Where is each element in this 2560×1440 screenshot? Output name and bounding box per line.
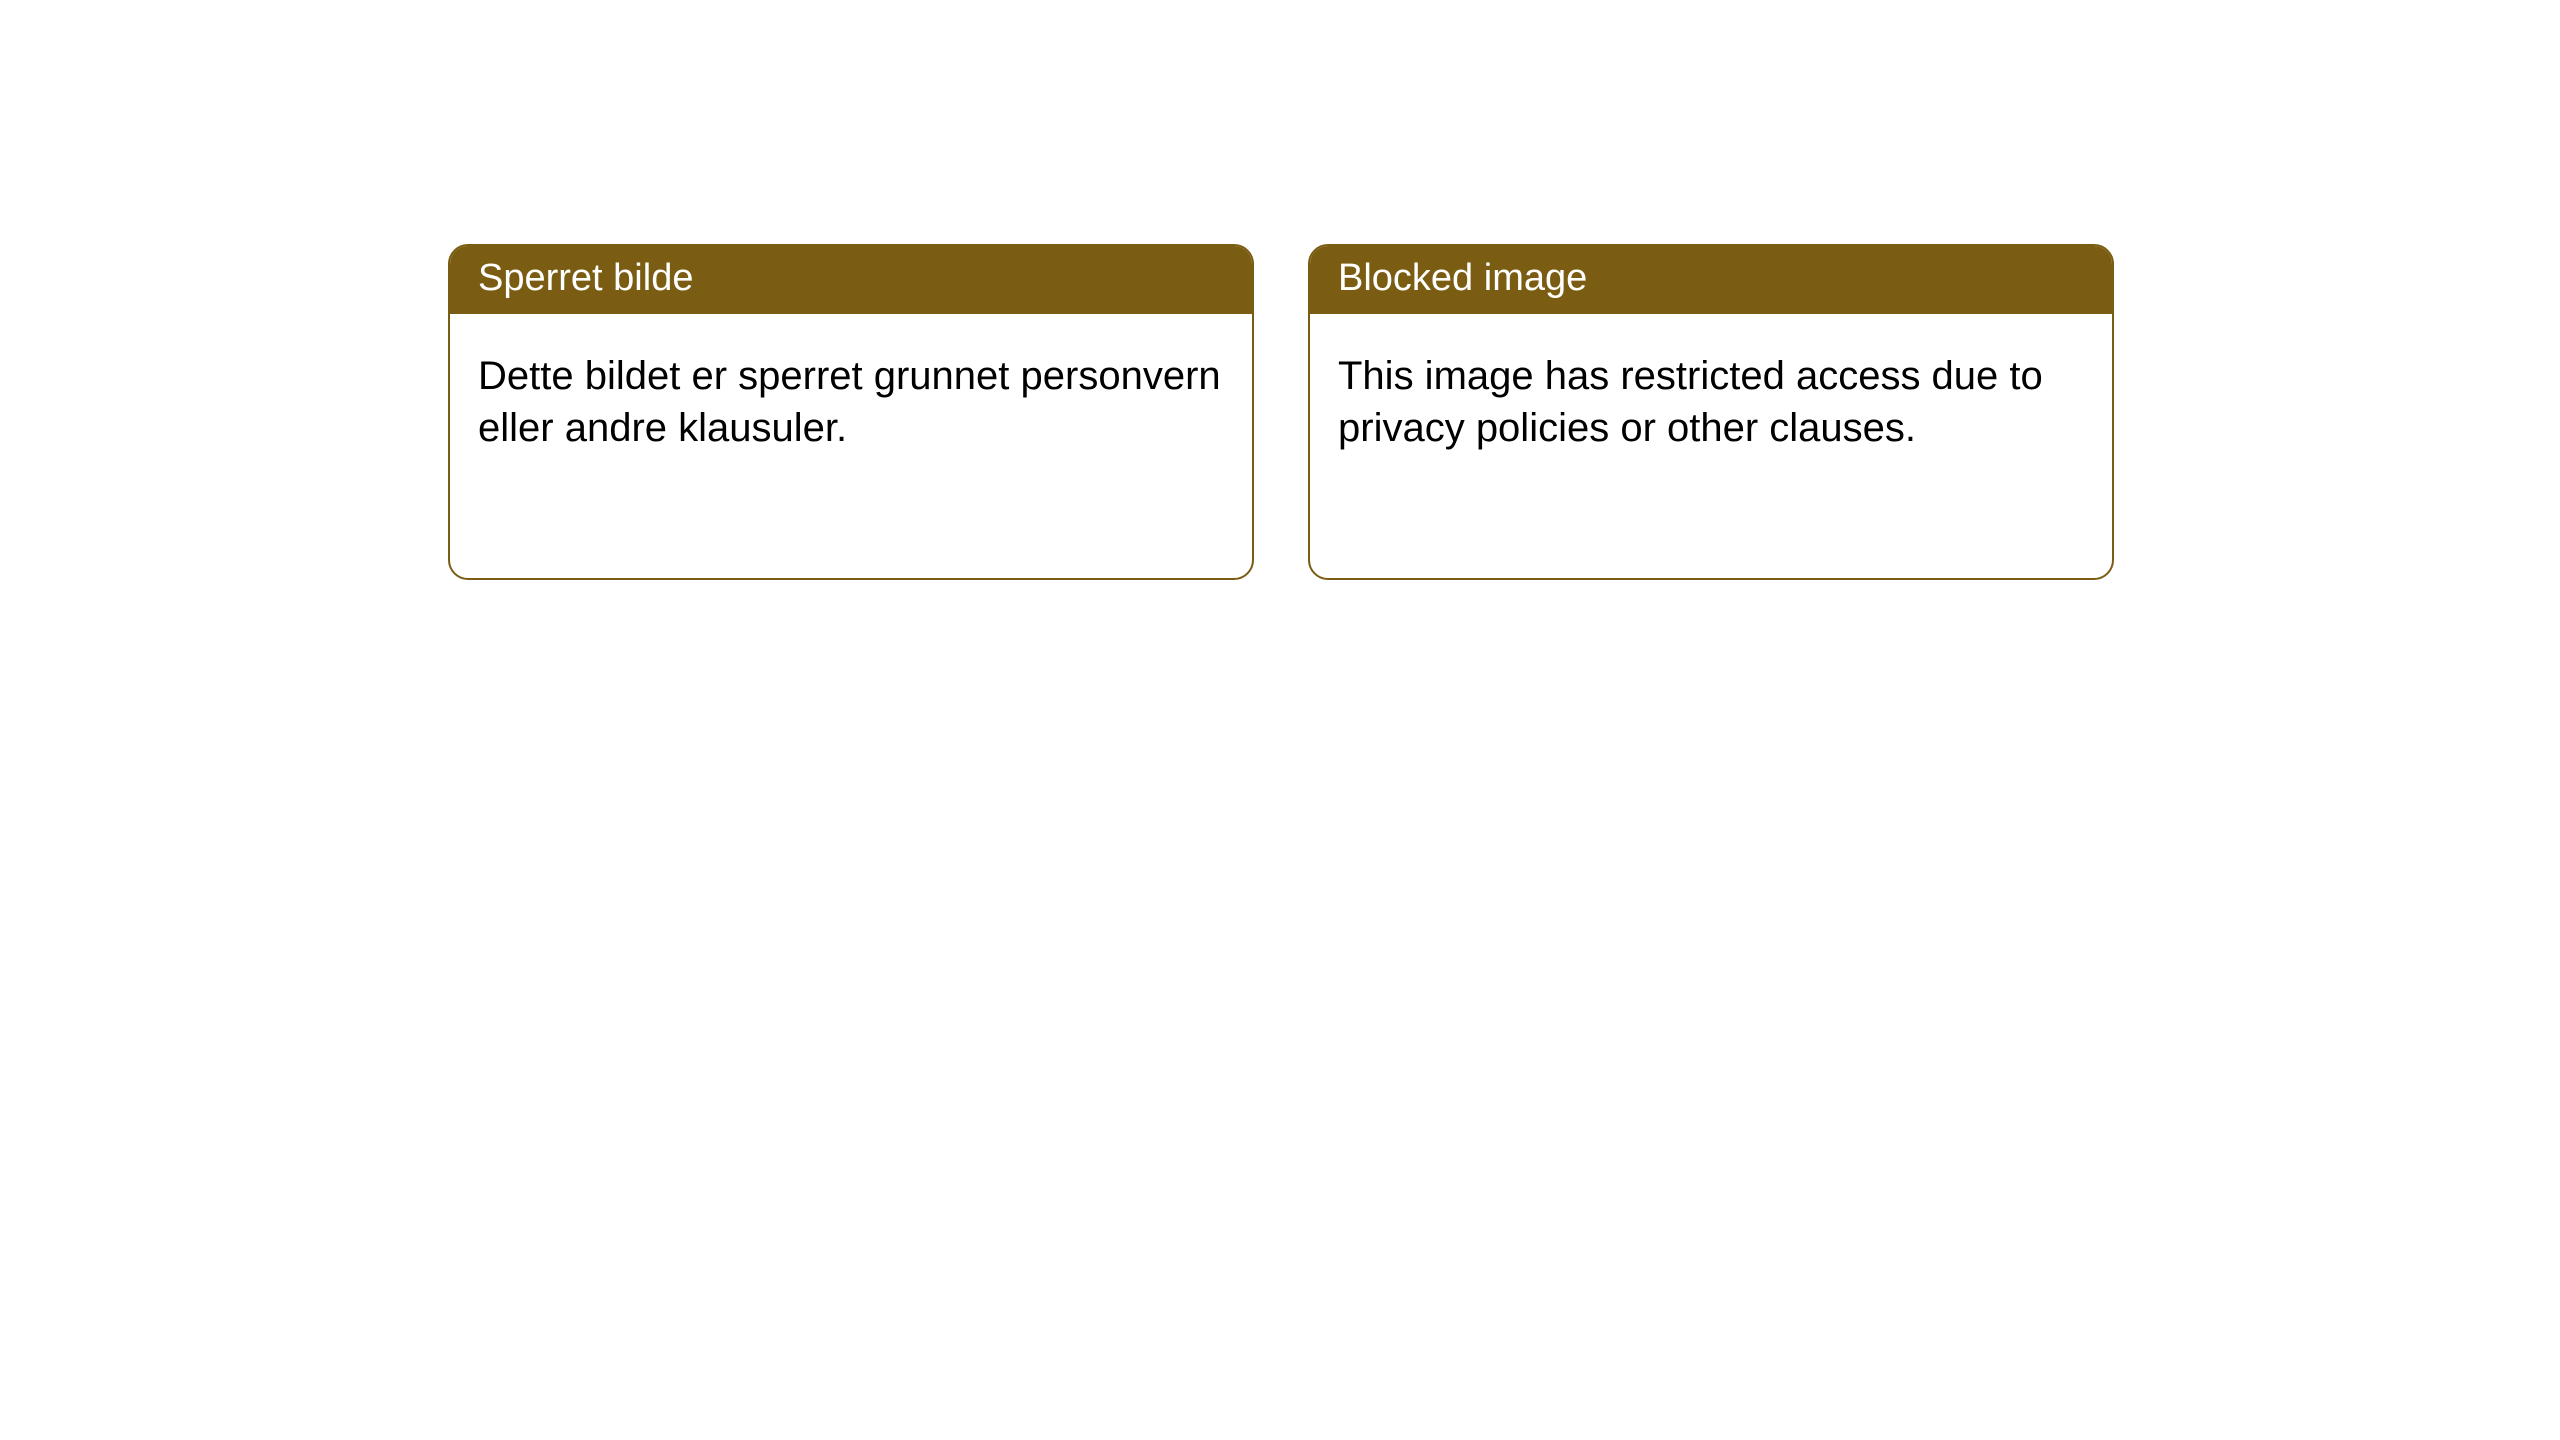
notice-card-title: Blocked image — [1310, 246, 2112, 314]
notice-card-norwegian: Sperret bilde Dette bildet er sperret gr… — [448, 244, 1254, 580]
notice-container: Sperret bilde Dette bildet er sperret gr… — [0, 0, 2560, 580]
notice-card-body: Dette bildet er sperret grunnet personve… — [450, 314, 1252, 482]
notice-card-title: Sperret bilde — [450, 246, 1252, 314]
notice-card-english: Blocked image This image has restricted … — [1308, 244, 2114, 580]
notice-card-body: This image has restricted access due to … — [1310, 314, 2112, 482]
